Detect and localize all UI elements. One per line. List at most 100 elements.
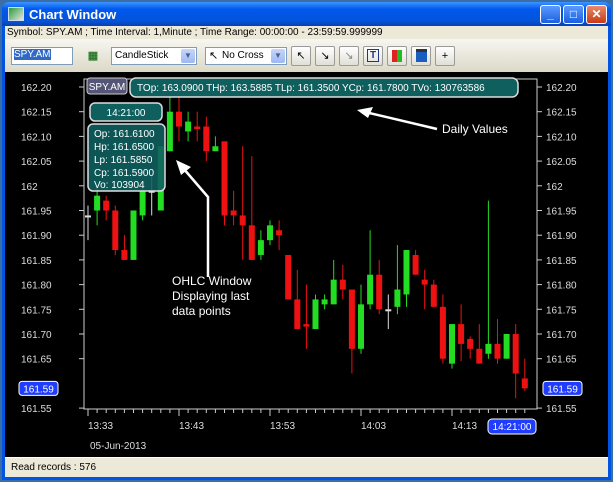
add-button[interactable]: + [435,45,455,66]
candle[interactable] [376,259,383,315]
maximize-button[interactable]: □ [563,5,584,24]
candle-body [221,141,228,216]
chevron-down-icon: ▼ [271,48,285,63]
candlestick-chart[interactable]: 162.20 162.20 162.15 162.15 162.10 162.10 162.… [5,72,608,457]
candle[interactable] [294,269,301,330]
candle[interactable] [521,358,528,391]
cross-mode-select[interactable]: ↖ No Cross ▼ [205,46,287,65]
chart-type-select[interactable]: CandleStick ▼ [111,46,197,65]
calendar-button[interactable] [411,45,431,66]
candle[interactable] [476,324,483,364]
candle[interactable] [485,200,492,359]
candle[interactable] [339,264,346,300]
candle[interactable] [348,289,355,374]
candle-body [248,225,255,260]
candle[interactable] [103,195,110,221]
candle[interactable] [403,250,410,307]
current-time-badge [487,418,537,435]
zoom-in-icon: ↖ [296,50,306,62]
current-price-badge-left [18,380,59,396]
candle[interactable] [112,205,119,255]
candle[interactable] [212,136,219,152]
price-label-right: 161.90 [546,231,577,242]
current-price-badge-right [542,380,583,396]
candle-body [476,348,483,364]
price-label-left: 162.10 [21,132,52,143]
chart-app-icon [8,7,24,21]
candle-body [130,210,137,260]
ohlc-annotation-line1: OHLC Window [172,274,252,288]
candle[interactable] [248,156,255,260]
close-button[interactable]: ✕ [586,5,607,24]
candle-body [403,250,410,295]
candle-body [230,210,237,216]
symbol-info-line: Symbol: SPY.AM ; Time Interval: 1,Minute… [5,26,608,39]
toolbar: SPY.AM ▦ CandleStick ▼ ↖ No Cross ▼ ↖ ↘ ↘ T… [5,39,608,72]
candle-body [449,324,455,364]
ohlc-low: Lp: 161.5850 [94,155,153,166]
time-label: 14:03 [361,421,386,432]
candle[interactable] [503,334,510,359]
candle[interactable] [321,294,328,310]
candle[interactable] [449,324,455,369]
chart-type-value: CandleStick [115,50,169,61]
price-label-left: 161.70 [21,330,52,341]
candle[interactable] [494,319,501,364]
candle-body [512,334,519,374]
chart-settings-icon[interactable]: ▦ [87,50,99,62]
candle[interactable] [94,185,101,226]
text-tool-button[interactable]: T [363,45,383,66]
candle[interactable] [330,259,337,305]
candle[interactable] [285,254,292,300]
zoom-in-button[interactable]: ↖ [291,45,311,66]
candle[interactable] [267,220,273,246]
color-bars-button[interactable] [387,45,407,66]
candle[interactable] [303,284,310,349]
ohlc-open: Op: 161.6100 [94,129,155,140]
candle-body [394,289,401,307]
candle[interactable] [194,111,201,142]
zoom-out-button[interactable]: ↘ [315,45,335,66]
candle[interactable] [166,96,173,152]
candle[interactable] [221,141,228,226]
candle[interactable] [276,220,283,251]
candle[interactable] [439,294,446,364]
candle[interactable] [385,294,392,330]
candle[interactable] [312,294,319,330]
candle[interactable] [257,230,264,260]
candle[interactable] [130,210,137,260]
candle[interactable] [367,230,374,310]
title-bar[interactable]: Chart Window _ □ ✕ [2,2,611,26]
candle-body [166,111,173,152]
ohlc-annotation-line2: Displaying last [172,289,250,303]
candle-body [94,195,101,211]
candle[interactable] [458,304,465,362]
candle-body [257,240,264,255]
candle-body [185,121,192,132]
candle[interactable] [358,284,364,354]
price-label-right: 161.85 [546,256,577,267]
zoom-reset-button[interactable]: ↘ [339,45,359,66]
candle[interactable] [412,250,419,275]
candle[interactable] [121,235,128,260]
candle[interactable] [394,245,401,315]
candle[interactable] [85,205,91,241]
candle[interactable] [430,279,437,307]
candle[interactable] [467,336,474,359]
candle-body [494,343,501,359]
candle[interactable] [512,324,519,399]
candle-body [467,338,474,349]
candle[interactable] [230,190,237,226]
candle-body [294,299,301,330]
ohlc-high: Hp: 161.6500 [94,142,154,153]
candle[interactable] [239,146,246,260]
candle[interactable] [421,269,428,310]
candle[interactable] [185,111,192,142]
symbol-input[interactable]: SPY.AM [11,46,73,65]
price-label-left: 162.05 [21,157,52,168]
minimize-button[interactable]: _ [540,5,561,24]
chart-svg[interactable]: 162.20 162.20 162.15 162.15 162.10 162.10 162.… [5,72,608,457]
price-label-right: 162 [546,182,563,193]
candle[interactable] [176,96,182,142]
candle[interactable] [203,116,210,162]
